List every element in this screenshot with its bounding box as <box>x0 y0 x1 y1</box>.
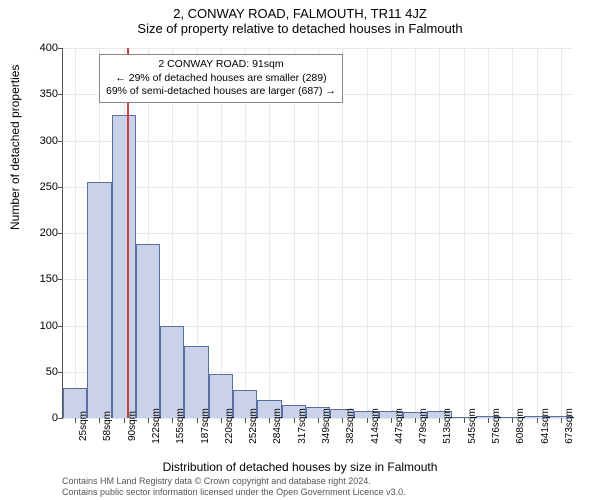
ytick-mark <box>58 418 63 419</box>
xtick-label: 317sqm <box>297 408 308 444</box>
xtick-label: 90sqm <box>127 411 138 441</box>
xtick-mark <box>245 418 246 423</box>
gridline-v <box>512 48 513 418</box>
xtick-mark <box>172 418 173 423</box>
xtick-mark <box>294 418 295 423</box>
xtick-mark <box>537 418 538 423</box>
footer-text: Contains HM Land Registry data © Crown c… <box>62 476 406 498</box>
annotation-line3: 69% of semi-detached houses are larger (… <box>106 85 336 99</box>
footer-line2: Contains public sector information licen… <box>62 487 406 498</box>
xtick-mark <box>512 418 513 423</box>
xtick-label: 576sqm <box>491 408 502 444</box>
histogram-bar <box>87 182 111 418</box>
xtick-mark <box>391 418 392 423</box>
property-marker-line <box>127 48 129 418</box>
gridline-v <box>221 48 222 418</box>
gridline-v <box>342 48 343 418</box>
gridline-v <box>561 48 562 418</box>
ytick-mark <box>58 233 63 234</box>
xtick-mark <box>342 418 343 423</box>
gridline-v <box>367 48 368 418</box>
ytick-label: 150 <box>18 273 58 285</box>
gridline-v <box>391 48 392 418</box>
xtick-label: 187sqm <box>200 408 211 444</box>
xtick-mark <box>99 418 100 423</box>
annotation-line2: ← 29% of detached houses are smaller (28… <box>106 72 336 86</box>
xtick-label: 641sqm <box>540 408 551 444</box>
ytick-label: 350 <box>18 88 58 100</box>
xtick-label: 349sqm <box>321 408 332 444</box>
ytick-mark <box>58 141 63 142</box>
ytick-mark <box>58 48 63 49</box>
xtick-mark <box>464 418 465 423</box>
annotation-box: 2 CONWAY ROAD: 91sqm ← 29% of detached h… <box>99 54 343 103</box>
gridline-v <box>294 48 295 418</box>
xtick-label: 673sqm <box>564 408 575 444</box>
gridline-v <box>318 48 319 418</box>
histogram-bar <box>136 244 160 418</box>
xtick-mark <box>124 418 125 423</box>
plot-area: 2 CONWAY ROAD: 91sqm ← 29% of detached h… <box>62 48 573 419</box>
ytick-label: 100 <box>18 320 58 332</box>
annotation-line1: 2 CONWAY ROAD: 91sqm <box>106 58 336 72</box>
ytick-label: 200 <box>18 227 58 239</box>
xtick-mark <box>197 418 198 423</box>
histogram-bar <box>184 346 208 418</box>
xtick-label: 220sqm <box>224 408 235 444</box>
xtick-label: 479sqm <box>418 408 429 444</box>
ytick-label: 300 <box>18 135 58 147</box>
xtick-mark <box>367 418 368 423</box>
ytick-mark <box>58 94 63 95</box>
chart-subtitle: Size of property relative to detached ho… <box>0 21 600 40</box>
xtick-label: 545sqm <box>467 408 478 444</box>
xtick-label: 284sqm <box>272 408 283 444</box>
xtick-label: 252sqm <box>248 408 259 444</box>
xtick-mark <box>439 418 440 423</box>
xtick-label: 447sqm <box>394 408 405 444</box>
gridline-v <box>439 48 440 418</box>
ytick-mark <box>58 326 63 327</box>
xtick-mark <box>415 418 416 423</box>
xtick-label: 513sqm <box>442 408 453 444</box>
xtick-mark <box>318 418 319 423</box>
chart-title: 2, CONWAY ROAD, FALMOUTH, TR11 4JZ <box>0 0 600 21</box>
xtick-label: 122sqm <box>151 408 162 444</box>
histogram-bar <box>160 326 184 419</box>
xtick-label: 608sqm <box>515 408 526 444</box>
xtick-mark <box>269 418 270 423</box>
ytick-mark <box>58 279 63 280</box>
xtick-mark <box>561 418 562 423</box>
gridline-v <box>75 48 76 418</box>
gridline-v <box>415 48 416 418</box>
xtick-label: 155sqm <box>175 408 186 444</box>
ytick-label: 50 <box>18 366 58 378</box>
ytick-label: 400 <box>18 42 58 54</box>
gridline-v <box>488 48 489 418</box>
xtick-label: 25sqm <box>78 411 89 441</box>
xtick-label: 382sqm <box>345 408 356 444</box>
ytick-mark <box>58 187 63 188</box>
chart-container: 2, CONWAY ROAD, FALMOUTH, TR11 4JZ Size … <box>0 0 600 500</box>
histogram-bar <box>112 115 136 418</box>
footer-line1: Contains HM Land Registry data © Crown c… <box>62 476 406 487</box>
xtick-mark <box>221 418 222 423</box>
gridline-v <box>464 48 465 418</box>
gridline-v <box>269 48 270 418</box>
ytick-label: 0 <box>18 412 58 424</box>
xtick-mark <box>75 418 76 423</box>
xtick-mark <box>148 418 149 423</box>
x-axis-label: Distribution of detached houses by size … <box>0 460 600 474</box>
gridline-v <box>537 48 538 418</box>
xtick-mark <box>488 418 489 423</box>
ytick-mark <box>58 372 63 373</box>
xtick-label: 58sqm <box>102 411 113 441</box>
xtick-label: 414sqm <box>370 408 381 444</box>
gridline-v <box>245 48 246 418</box>
ytick-label: 250 <box>18 181 58 193</box>
